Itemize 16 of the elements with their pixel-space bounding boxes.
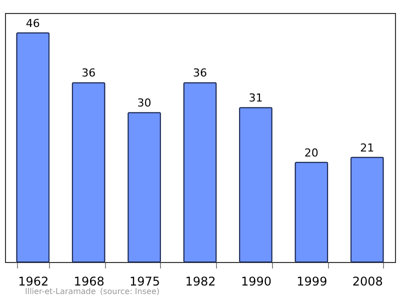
x-tick-label: 1982: [185, 274, 216, 288]
x-tick-label: 1999: [296, 274, 328, 288]
text: Illier-et-Laramade: [25, 287, 96, 296]
data-label: 36: [193, 66, 207, 80]
text: (source: Insee): [100, 287, 160, 296]
data-label: 31: [248, 92, 263, 105]
x-tick-label: 2008: [352, 274, 383, 288]
data-label: 46: [26, 16, 40, 30]
x-tick-label: 1968: [74, 274, 104, 288]
x-tick-label: 1990: [240, 274, 272, 288]
x-tick-label: 1962: [18, 274, 49, 288]
data-label: 36: [82, 66, 96, 80]
data-label: 20: [304, 146, 318, 160]
x-tick-label: 1975: [130, 274, 160, 288]
data-label: 21: [360, 141, 374, 154]
data-label: 30: [137, 96, 152, 110]
